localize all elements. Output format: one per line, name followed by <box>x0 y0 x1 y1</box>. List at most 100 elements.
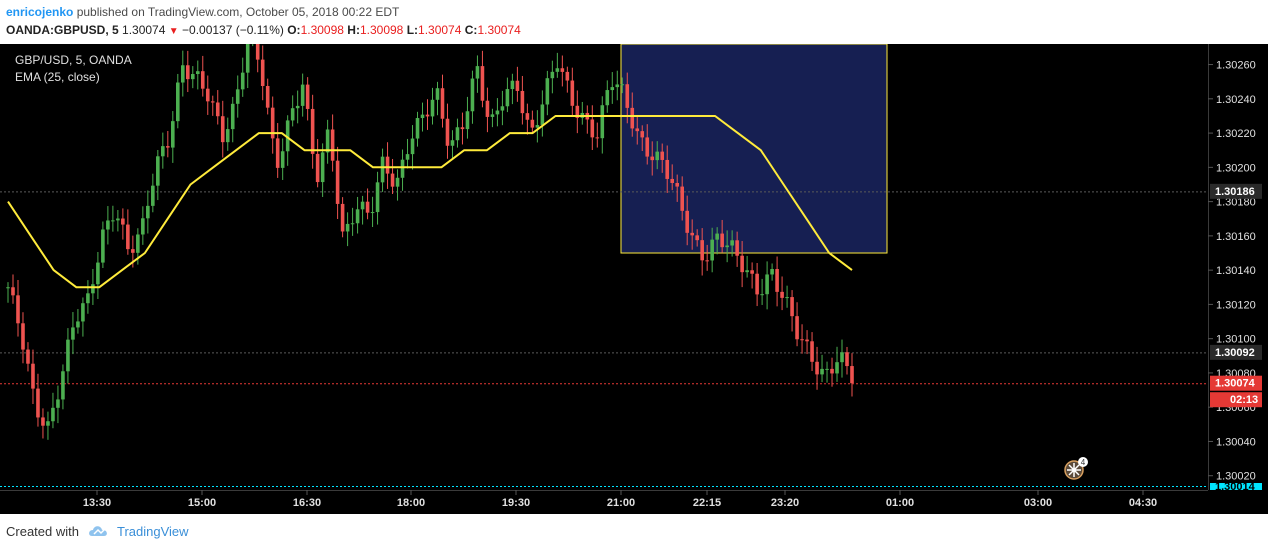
candle-body <box>280 151 285 168</box>
last-price-tag-label: 1.30074 <box>1215 378 1256 390</box>
price-tick-label: 1.30240 <box>1216 94 1256 106</box>
candle-body <box>225 129 230 143</box>
candle-body <box>530 119 535 128</box>
publish-line: enricojenko published on TradingView.com… <box>6 5 399 19</box>
candle-body <box>785 297 789 299</box>
candle-body <box>56 399 60 408</box>
candle-body <box>305 84 310 109</box>
cyan-price-tag-bg <box>1210 483 1262 490</box>
candle-body <box>390 173 395 187</box>
candle-body <box>575 105 580 118</box>
published-text: published on TradingView.com, October 05… <box>76 5 400 19</box>
candle-body <box>525 113 530 120</box>
legend-indicator: EMA (25, close) <box>15 70 100 84</box>
candle-body <box>745 270 749 273</box>
open-value: 1.30098 <box>300 23 344 37</box>
candle-body <box>185 65 190 80</box>
candle-body <box>151 185 155 206</box>
candle-body <box>415 118 420 139</box>
candle-body <box>800 339 804 341</box>
high-label: H: <box>347 23 360 37</box>
ema-line <box>7 115 853 289</box>
price-axis[interactable] <box>1208 44 1268 514</box>
time-tick-label: 19:30 <box>502 497 530 509</box>
candle-body <box>675 182 680 187</box>
candle-body <box>740 255 744 273</box>
tradingview-brand-link[interactable]: TradingView <box>117 524 189 539</box>
candle-body <box>360 201 365 210</box>
candle-body <box>385 156 390 174</box>
candle-body <box>535 125 540 128</box>
created-with-label: Created with <box>6 524 79 539</box>
candle-body <box>255 44 260 60</box>
candle-body <box>36 388 40 418</box>
candle-body <box>41 417 45 426</box>
candle-body <box>840 352 844 363</box>
cyan-price-tag-label: 1.30014 <box>1215 481 1256 493</box>
candle-body <box>685 210 689 233</box>
candle-body <box>295 105 300 109</box>
candle-body <box>660 151 665 160</box>
candle-body <box>545 78 550 105</box>
candle-body <box>380 156 385 183</box>
candle-body <box>210 101 215 103</box>
down-arrow-icon: ▼ <box>168 26 179 37</box>
candle-body <box>240 72 245 90</box>
candle-body <box>340 203 345 232</box>
price-tick-label: 1.30020 <box>1216 471 1256 483</box>
candle-body <box>220 116 225 143</box>
price-chart[interactable]: 1.302601.302401.302201.302001.301801.301… <box>0 44 1268 514</box>
candle-body <box>26 349 30 364</box>
time-tick-label: 03:00 <box>1024 497 1052 509</box>
price-tag-label: 1.30186 <box>1215 186 1255 198</box>
candle-body <box>690 232 694 236</box>
candle-body <box>570 80 575 106</box>
candle-body <box>400 159 405 178</box>
candle-body <box>310 108 315 154</box>
price-tick-label: 1.30040 <box>1216 436 1256 448</box>
candle-body <box>565 71 570 81</box>
candle-body <box>230 103 235 130</box>
candle-body <box>670 178 675 183</box>
candle-body <box>420 114 425 119</box>
candle-body <box>770 269 774 275</box>
candle-body <box>345 223 350 232</box>
candle-body <box>215 102 220 117</box>
candle-body <box>260 59 265 87</box>
candle-body <box>136 234 140 253</box>
candle-body <box>86 293 90 304</box>
candle-body <box>765 274 769 295</box>
candle-body <box>350 223 355 225</box>
close-label: C: <box>464 23 478 37</box>
author-link[interactable]: enricojenko <box>6 5 74 19</box>
candle-body <box>760 294 764 296</box>
price-change: −0.00137 (−0.11%) <box>182 23 284 37</box>
price-tick-label: 1.30200 <box>1216 162 1256 174</box>
candle-body <box>235 89 240 104</box>
candle-body <box>700 240 704 261</box>
candle-body <box>450 140 455 146</box>
event-badge[interactable]: 4 <box>1064 457 1088 480</box>
candle-body <box>121 218 125 225</box>
candle-body <box>205 88 210 102</box>
candle-body <box>71 327 75 340</box>
candle-body <box>695 235 699 241</box>
time-axis[interactable] <box>0 490 1208 514</box>
candle-body <box>370 212 375 214</box>
candle-body <box>625 84 630 108</box>
candle-body <box>825 368 829 370</box>
time-tick-label: 23:20 <box>771 497 799 509</box>
candle-body <box>830 368 834 374</box>
candle-body <box>325 129 330 153</box>
candle-body <box>560 68 565 72</box>
candle-body <box>21 323 25 350</box>
candle-body <box>515 80 520 91</box>
candle-body <box>61 371 65 400</box>
candle-body <box>610 87 615 91</box>
candle-body <box>605 90 610 106</box>
candle-body <box>495 110 500 115</box>
candle-body <box>630 107 635 129</box>
candle-body <box>141 218 145 235</box>
candle-body <box>850 366 854 384</box>
flag-cross-icon <box>1067 463 1081 477</box>
